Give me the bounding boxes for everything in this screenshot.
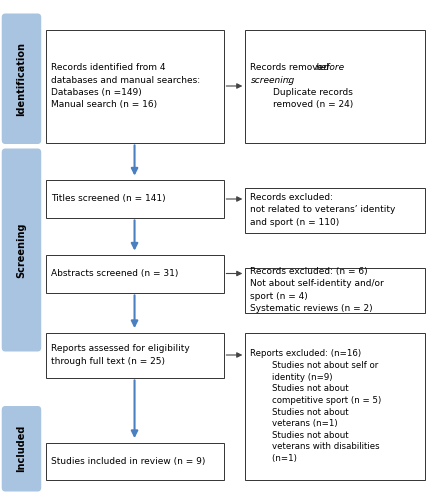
Text: (n=1): (n=1) [250,454,297,463]
FancyBboxPatch shape [245,188,425,232]
Text: competitive sport (n = 5): competitive sport (n = 5) [250,396,381,405]
Text: Systematic reviews (n = 2): Systematic reviews (n = 2) [250,304,373,313]
Text: through full text (n = 25): through full text (n = 25) [51,356,165,366]
FancyBboxPatch shape [245,332,425,480]
FancyBboxPatch shape [245,268,425,312]
Text: veterans (n=1): veterans (n=1) [250,419,338,428]
Text: Reports assessed for eligibility: Reports assessed for eligibility [51,344,190,354]
Text: Databases (n =149): Databases (n =149) [51,88,141,97]
Text: Records excluded: (n = 6): Records excluded: (n = 6) [250,267,368,276]
FancyBboxPatch shape [46,332,224,378]
Text: Manual search (n = 16): Manual search (n = 16) [51,100,157,109]
FancyBboxPatch shape [46,442,224,480]
Text: and sport (n = 110): and sport (n = 110) [250,218,340,226]
Text: Screening: Screening [16,222,26,278]
FancyBboxPatch shape [46,180,224,218]
Text: Studies not about self or: Studies not about self or [250,361,379,370]
Text: Records identified from 4: Records identified from 4 [51,64,165,72]
Text: before: before [316,64,345,72]
Text: Included: Included [16,425,26,472]
Text: removed (n = 24): removed (n = 24) [250,100,354,109]
Text: Titles screened (n = 141): Titles screened (n = 141) [51,194,165,203]
Text: databases and manual searches:: databases and manual searches: [51,76,200,84]
FancyBboxPatch shape [46,255,224,292]
Text: veterans with disabilities: veterans with disabilities [250,442,380,452]
Text: sport (n = 4): sport (n = 4) [250,292,308,300]
Text: identity (n=9): identity (n=9) [250,372,333,382]
Text: Not about self-identity and/or: Not about self-identity and/or [250,280,384,288]
Text: Duplicate records: Duplicate records [250,88,353,97]
Text: :: : [287,76,290,84]
Text: Studies not about: Studies not about [250,408,349,416]
FancyBboxPatch shape [46,30,224,142]
Text: not related to veterans’ identity: not related to veterans’ identity [250,206,396,214]
Text: Reports excluded: (n=16): Reports excluded: (n=16) [250,350,362,358]
Text: Studies included in review (n = 9): Studies included in review (n = 9) [51,457,205,466]
FancyBboxPatch shape [245,30,425,142]
Text: Records excluded:: Records excluded: [250,194,333,202]
FancyBboxPatch shape [2,14,41,144]
Text: screening: screening [250,76,295,84]
Text: Studies not about: Studies not about [250,431,349,440]
Text: Identification: Identification [16,42,26,116]
Text: Records removed: Records removed [250,64,332,72]
Text: Abstracts screened (n = 31): Abstracts screened (n = 31) [51,269,178,278]
FancyBboxPatch shape [2,148,41,352]
FancyBboxPatch shape [2,406,41,492]
Text: Studies not about: Studies not about [250,384,349,394]
